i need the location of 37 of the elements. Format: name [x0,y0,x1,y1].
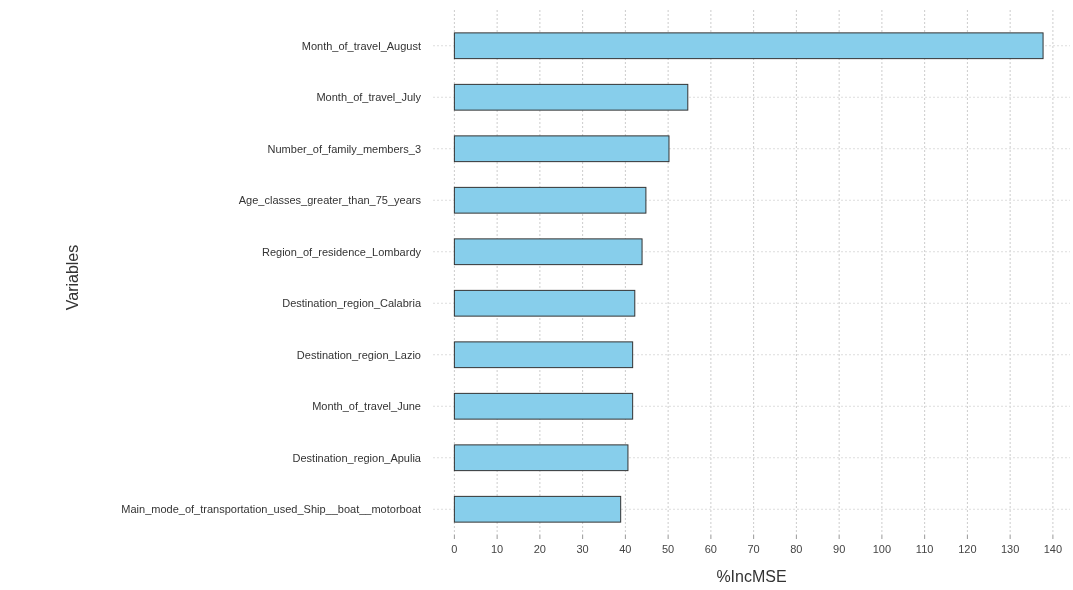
bar [453,444,629,472]
x-tick-label: 20 [533,543,546,555]
x-tick-label: 140 [1043,543,1063,555]
bar [453,238,643,266]
x-tick-label: 50 [662,543,675,555]
y-axis-title: Variables [63,244,81,311]
y-tick-label: Main_mode_of_transportation_used_Ship__boat__motorboat [121,503,421,516]
x-tick-label: 100 [872,543,892,555]
y-tick-label: Month_of_travel_June [312,400,421,413]
x-tick-label: 10 [491,543,504,555]
bar [453,186,647,214]
x-tick-label: 40 [619,543,632,555]
x-tick-label: 110 [915,543,934,555]
x-tick-label: 80 [790,543,803,555]
x-tick-label: 30 [576,543,589,555]
y-tick-label: Age_classes_greater_than_75_years [238,194,422,207]
y-tick-label: Destination_region_Apulia [292,451,422,464]
bar [453,289,636,317]
x-axis-title: %IncMSE [716,568,787,585]
bar [453,32,1044,60]
x-tick-label: 90 [833,543,846,555]
y-tick-label: Month_of_travel_August [301,39,421,52]
x-tick-label: 70 [747,543,760,555]
y-tick-label: Month_of_travel_July [316,91,422,104]
y-tick-label: Region_of_residence_Lombardy [262,245,422,258]
y-tick-label: Destination_region_Lazio [296,348,421,361]
x-tick-label: 120 [958,543,977,555]
x-tick-label: 60 [704,543,718,555]
x-tick-label: 0 [451,543,458,555]
y-tick-label: Number_of_family_members_3 [267,142,421,155]
y-tick-label: Destination_region_Calabria [282,297,422,310]
x-tick-label: 130 [1000,543,1020,555]
bar [453,341,634,369]
bar [453,135,670,163]
bar [453,392,634,420]
bar [453,495,622,523]
bar [453,83,689,111]
